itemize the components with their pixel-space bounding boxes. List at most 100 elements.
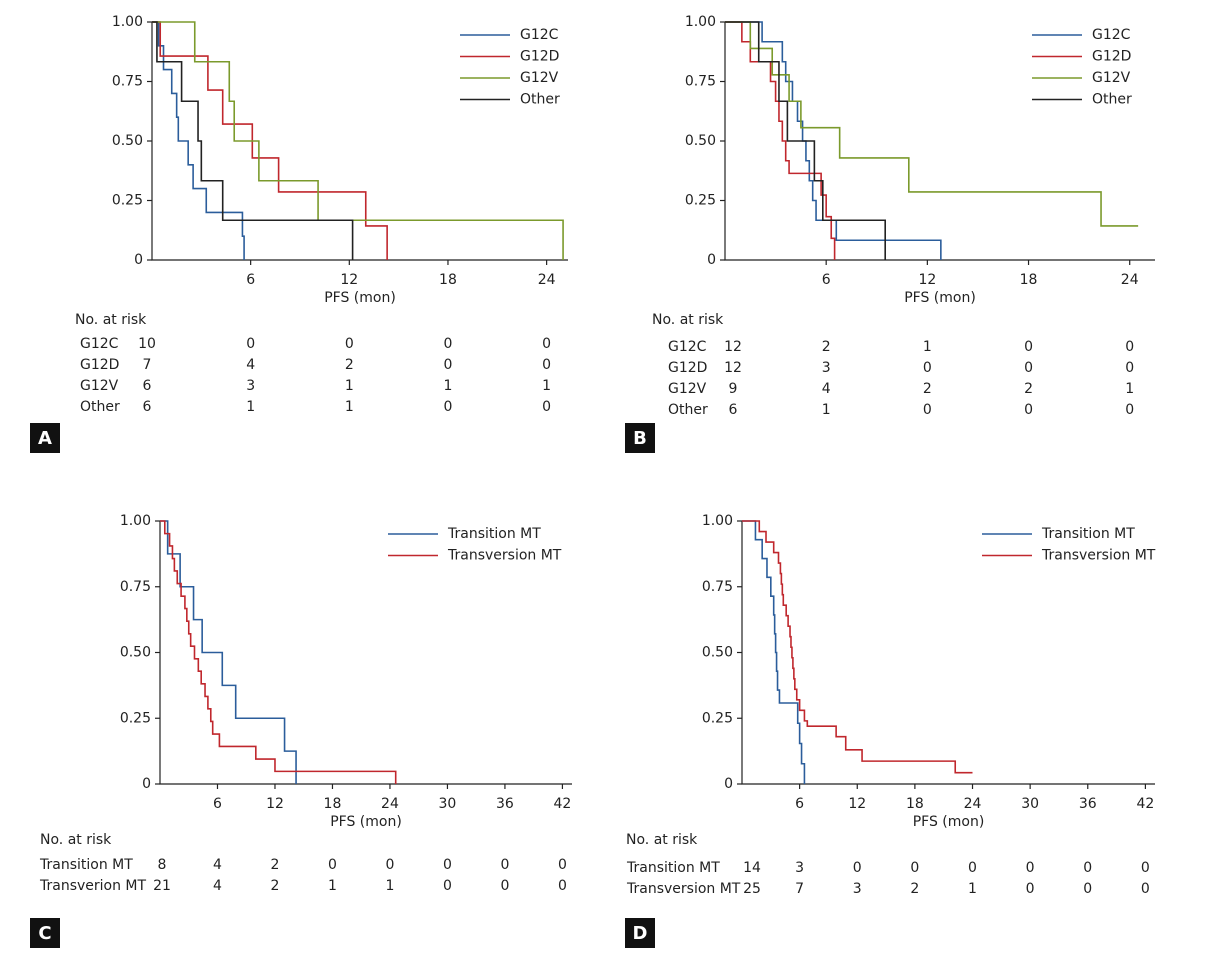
y-tick-label: 0.75 bbox=[685, 74, 716, 90]
y-tick-label: 0.50 bbox=[685, 133, 716, 149]
risk-table-title: No. at risk bbox=[75, 312, 147, 328]
risk-row-label: G12C bbox=[668, 339, 707, 355]
risk-count: 0 bbox=[1141, 881, 1150, 897]
risk-count: 2 bbox=[1024, 381, 1033, 397]
y-tick-label: 0 bbox=[724, 776, 733, 792]
panel-letter: C bbox=[38, 923, 51, 944]
x-tick-label: 42 bbox=[554, 796, 572, 812]
legend-label: Transversion MT bbox=[1041, 548, 1156, 564]
risk-count: 1 bbox=[246, 399, 255, 415]
risk-count: 2 bbox=[271, 857, 280, 873]
risk-count: 0 bbox=[968, 860, 977, 876]
risk-count: 0 bbox=[246, 336, 255, 352]
risk-count: 25 bbox=[743, 881, 761, 897]
legend-label: Transition MT bbox=[447, 526, 541, 542]
panel-badge bbox=[625, 423, 655, 453]
risk-row-label: G12D bbox=[668, 360, 707, 376]
y-tick-label: 1.00 bbox=[112, 14, 143, 30]
panel-letter: D bbox=[633, 923, 648, 944]
risk-table-title: No. at risk bbox=[626, 832, 698, 848]
y-tick-label: 0.75 bbox=[120, 579, 151, 595]
y-tick-label: 0.25 bbox=[685, 193, 716, 209]
risk-count: 2 bbox=[923, 381, 932, 397]
x-tick-label: 24 bbox=[538, 272, 556, 288]
risk-count: 0 bbox=[923, 402, 932, 418]
y-tick-label: 0.25 bbox=[702, 710, 733, 726]
x-axis-label: PFS (mon) bbox=[324, 290, 396, 306]
risk-count: 0 bbox=[444, 399, 453, 415]
risk-count: 0 bbox=[542, 357, 551, 373]
x-tick-label: 12 bbox=[918, 272, 936, 288]
risk-count: 2 bbox=[822, 339, 831, 355]
risk-row-label: G12V bbox=[80, 378, 119, 394]
risk-count: 4 bbox=[213, 857, 222, 873]
risk-count: 7 bbox=[795, 881, 804, 897]
x-tick-label: 6 bbox=[213, 796, 222, 812]
survival-curve bbox=[725, 21, 942, 260]
x-tick-label: 30 bbox=[1021, 796, 1039, 812]
risk-count: 21 bbox=[153, 878, 171, 894]
risk-count: 0 bbox=[1026, 860, 1035, 876]
y-tick-label: 0.75 bbox=[112, 74, 143, 90]
risk-table-title: No. at risk bbox=[40, 832, 112, 848]
panel-badge bbox=[30, 918, 60, 948]
risk-count: 3 bbox=[822, 360, 831, 376]
risk-count: 10 bbox=[138, 336, 156, 352]
risk-count: 2 bbox=[345, 357, 354, 373]
y-tick-label: 0 bbox=[134, 252, 143, 268]
panel-letter: B bbox=[633, 428, 647, 449]
x-tick-label: 24 bbox=[381, 796, 399, 812]
y-tick-label: 0 bbox=[142, 776, 151, 792]
risk-count: 1 bbox=[822, 402, 831, 418]
x-tick-label: 42 bbox=[1136, 796, 1154, 812]
y-tick-label: 0.25 bbox=[120, 710, 151, 726]
y-tick-label: 1.00 bbox=[120, 513, 151, 529]
x-tick-label: 6 bbox=[246, 272, 255, 288]
risk-count: 7 bbox=[143, 357, 152, 373]
axes bbox=[151, 22, 568, 261]
risk-count: 0 bbox=[1083, 860, 1092, 876]
risk-count: 1 bbox=[923, 339, 932, 355]
survival-curve bbox=[152, 21, 388, 260]
risk-count: 3 bbox=[246, 378, 255, 394]
survival-curve bbox=[160, 520, 397, 784]
panel-letter: A bbox=[38, 428, 52, 449]
x-tick-label: 18 bbox=[1020, 272, 1038, 288]
risk-count: 1 bbox=[968, 881, 977, 897]
risk-row-label: Transverion MT bbox=[39, 878, 147, 894]
risk-count: 0 bbox=[1083, 881, 1092, 897]
risk-count: 6 bbox=[729, 402, 738, 418]
risk-count: 3 bbox=[795, 860, 804, 876]
risk-count: 2 bbox=[271, 878, 280, 894]
risk-count: 4 bbox=[246, 357, 255, 373]
x-tick-label: 12 bbox=[266, 796, 284, 812]
risk-row-label: G12D bbox=[80, 357, 119, 373]
risk-count: 0 bbox=[328, 857, 337, 873]
survival-curve bbox=[725, 21, 836, 260]
legend-label: G12C bbox=[520, 27, 559, 43]
y-tick-label: 0 bbox=[707, 252, 716, 268]
risk-row-label: G12C bbox=[80, 336, 119, 352]
risk-row-label: Transition MT bbox=[39, 857, 133, 873]
x-tick-label: 30 bbox=[439, 796, 457, 812]
panel-badge bbox=[30, 423, 60, 453]
risk-count: 0 bbox=[385, 857, 394, 873]
risk-count: 0 bbox=[444, 336, 453, 352]
risk-count: 0 bbox=[1024, 339, 1033, 355]
legend-label: Transversion MT bbox=[447, 548, 562, 564]
y-tick-label: 1.00 bbox=[702, 513, 733, 529]
risk-count: 12 bbox=[724, 339, 742, 355]
risk-count: 8 bbox=[158, 857, 167, 873]
x-tick-label: 12 bbox=[848, 796, 866, 812]
risk-count: 1 bbox=[385, 878, 394, 894]
survival-curve bbox=[152, 21, 564, 260]
risk-count: 0 bbox=[558, 878, 567, 894]
x-tick-label: 6 bbox=[822, 272, 831, 288]
y-tick-label: 0.75 bbox=[702, 579, 733, 595]
risk-count: 0 bbox=[558, 857, 567, 873]
panel-badge bbox=[625, 918, 655, 948]
y-tick-label: 0.25 bbox=[112, 193, 143, 209]
risk-count: 1 bbox=[328, 878, 337, 894]
x-tick-label: 18 bbox=[906, 796, 924, 812]
